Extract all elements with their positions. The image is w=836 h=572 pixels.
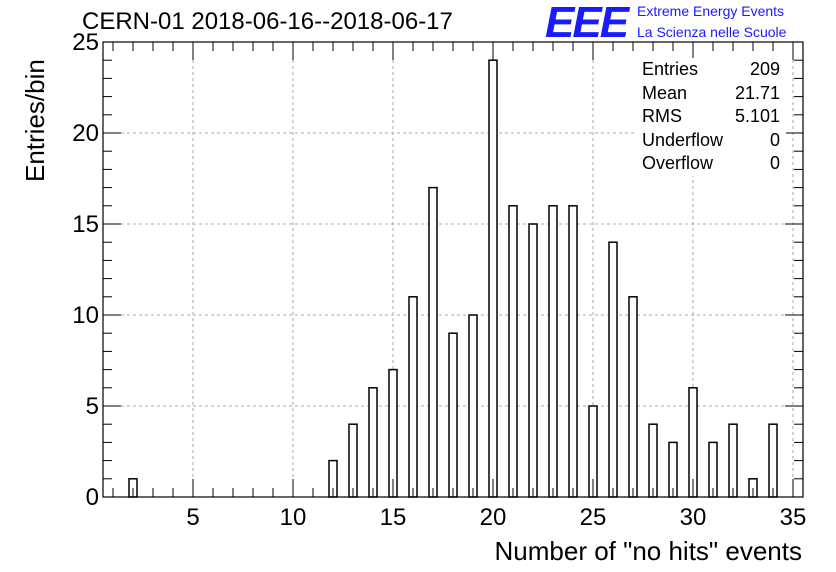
histogram-bar [528,223,538,498]
x-tick-label: 5 [186,504,199,531]
stat-entries: Entries 209 [642,59,780,79]
histogram-bar [548,205,558,498]
x-tick-label: 30 [680,504,707,531]
y-tick-label: 20 [72,120,99,147]
y-axis-label: Entries/bin [20,59,50,182]
stat-rms: RMS 5.101 [642,106,780,126]
y-tick-label: 25 [72,29,99,56]
histogram-bar [628,296,638,498]
histogram-bar [728,423,738,498]
stat-mean: Mean 21.71 [642,82,780,103]
histogram-bar [348,423,358,498]
y-tick-label: 15 [72,211,99,238]
x-tick-label: 35 [780,504,807,531]
y-tick-label: 5 [86,393,99,420]
x-tick-label: 20 [480,504,507,531]
histogram-bar [608,241,618,498]
histogram-bars [128,59,778,498]
stat-overflow: Overflow 0 [642,153,780,173]
histogram-bar [508,205,518,498]
x-tick-label: 15 [380,504,407,531]
y-tick-label: 10 [72,302,99,329]
y-tick-label: 0 [86,484,99,511]
histogram-bar [368,387,378,498]
histogram-bar [448,332,458,498]
x-tick-label: 10 [280,504,307,531]
chart-title: CERN-01 2018-06-16--2018-06-17 [82,8,453,35]
histogram-bar [468,314,478,498]
histogram-bar [768,423,778,498]
histogram-bar [388,368,398,498]
logo-line-1: Extreme Energy Events [637,3,785,19]
histogram-bar [408,296,418,498]
histogram-bar [568,205,578,498]
x-axis-label: Number of "no hits" events [494,536,803,566]
histogram-bar [428,186,438,498]
axis-ticks [103,41,803,498]
logo-line-2: La Scienza nelle Scuole [637,24,787,40]
stats-box: Entries 209 Mean 21.71 RMS 5.101 Underflow 0… [636,58,786,176]
tick-labels: 5 10 15 20 25 30 35 0 5 10 15 20 25 [72,29,806,531]
stat-underflow: Underflow 0 [642,129,780,150]
histogram-bar [648,423,658,498]
histogram-bar [488,59,498,498]
x-tick-label: 25 [580,504,607,531]
eee-logo: EEE [545,0,629,47]
